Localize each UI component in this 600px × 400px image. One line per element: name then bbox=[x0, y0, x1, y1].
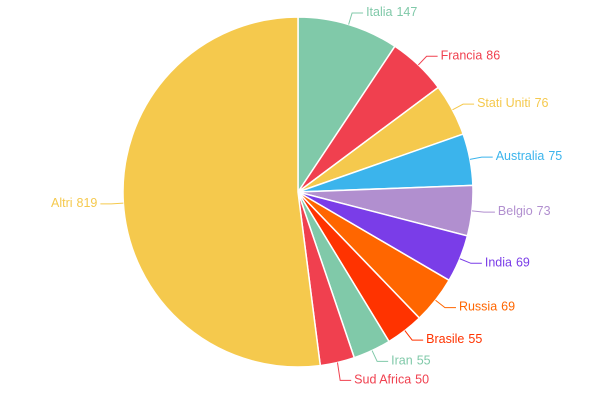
slice-label: Australia 75 bbox=[496, 149, 563, 163]
pie-slice bbox=[122, 16, 322, 368]
leader-line bbox=[100, 202, 124, 205]
label-value: 75 bbox=[548, 149, 562, 163]
label-name: Italia bbox=[366, 5, 392, 19]
label-name: Altri bbox=[51, 196, 73, 210]
slice-label: Iran 55 bbox=[391, 354, 430, 368]
label-name: Belgio bbox=[498, 204, 533, 218]
label-value: 147 bbox=[396, 5, 417, 19]
slice-label: Francia 86 bbox=[441, 49, 501, 63]
label-value: 69 bbox=[516, 256, 530, 270]
label-value: 76 bbox=[535, 96, 549, 110]
slice-label: Altri 819 bbox=[51, 196, 97, 210]
leader-line bbox=[348, 12, 364, 25]
slice-label: Brasile 55 bbox=[426, 332, 482, 346]
label-value: 69 bbox=[501, 300, 515, 314]
slice-label: India 69 bbox=[485, 256, 530, 270]
label-name: Iran bbox=[391, 354, 413, 368]
label-value: 819 bbox=[77, 196, 98, 210]
leader-line bbox=[469, 156, 493, 160]
label-name: Stati Uniti bbox=[477, 96, 531, 110]
leader-line bbox=[336, 362, 352, 381]
leader-line bbox=[418, 55, 438, 66]
label-name: Russia bbox=[459, 300, 497, 314]
label-value: 73 bbox=[537, 204, 551, 218]
slice-label: Sud Africa 50 bbox=[354, 373, 429, 387]
leader-line bbox=[471, 210, 495, 213]
label-name: Brasile bbox=[426, 332, 464, 346]
label-name: Francia bbox=[441, 49, 483, 63]
label-name: India bbox=[485, 256, 512, 270]
label-name: Australia bbox=[496, 149, 545, 163]
leader-line bbox=[404, 330, 424, 341]
label-value: 50 bbox=[415, 373, 429, 387]
leader-line bbox=[371, 350, 389, 362]
label-value: 86 bbox=[486, 49, 500, 63]
leader-line bbox=[435, 299, 456, 309]
slice-label: Belgio 73 bbox=[498, 204, 551, 218]
leader-line bbox=[452, 103, 475, 111]
label-value: 55 bbox=[468, 332, 482, 346]
slice-label: Stati Uniti 76 bbox=[477, 96, 548, 110]
slice-label: Italia 147 bbox=[366, 5, 417, 19]
label-name: Sud Africa bbox=[354, 373, 411, 387]
slice-label: Russia 69 bbox=[459, 300, 515, 314]
leader-line bbox=[459, 258, 482, 264]
label-value: 55 bbox=[417, 354, 431, 368]
